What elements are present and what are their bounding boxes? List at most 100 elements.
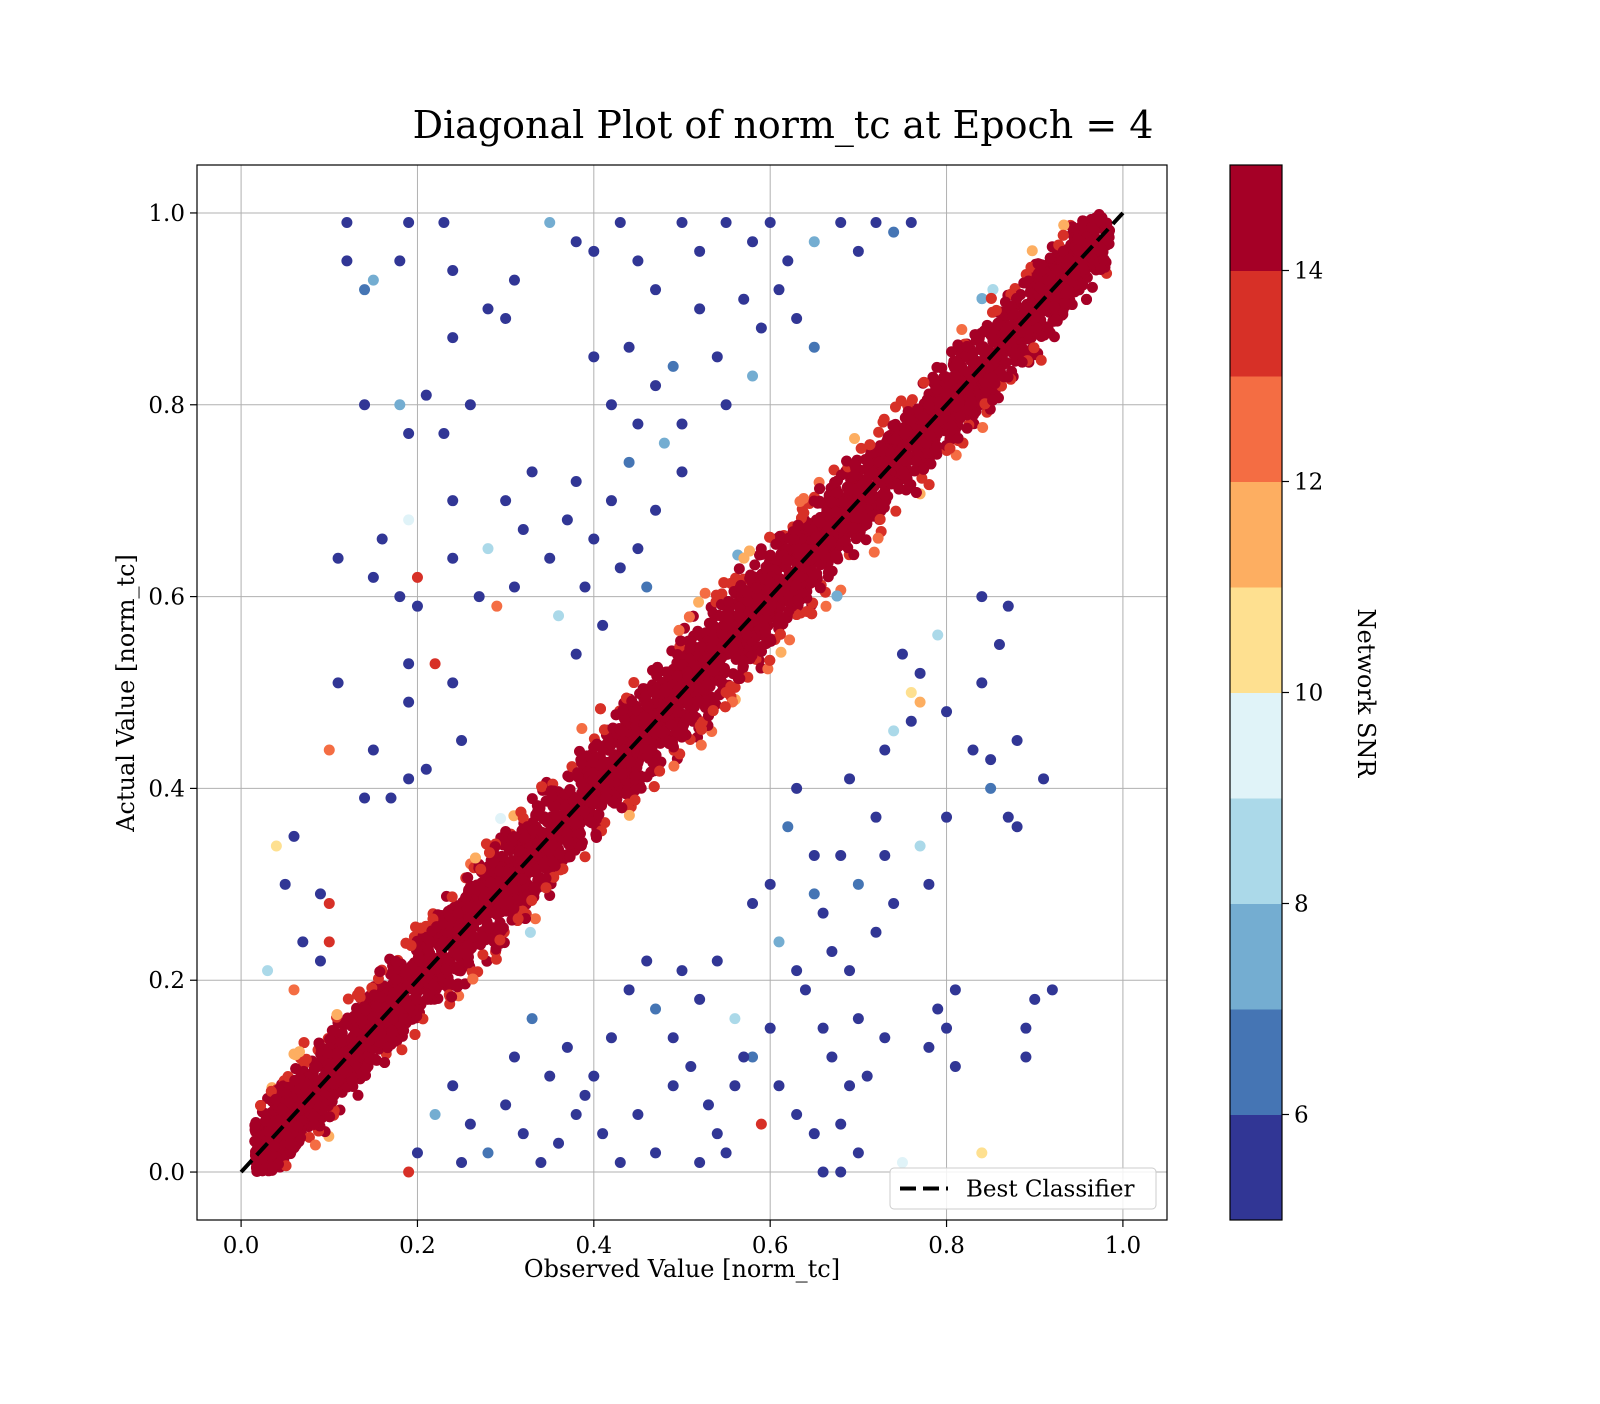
data-point — [749, 559, 760, 570]
data-point — [949, 370, 960, 381]
data-point — [809, 496, 820, 507]
data-point — [987, 333, 998, 344]
data-point — [257, 1165, 268, 1176]
data-point — [310, 1139, 321, 1150]
data-point — [829, 477, 840, 488]
data-point — [628, 677, 639, 688]
data-point — [355, 992, 366, 1003]
data-point — [482, 916, 493, 927]
data-point — [849, 433, 860, 444]
data-point — [867, 467, 878, 478]
data-point — [398, 1025, 409, 1036]
data-point — [1058, 220, 1069, 231]
data-point — [684, 643, 695, 654]
data-point — [440, 964, 451, 975]
data-point — [460, 892, 471, 903]
data-point — [993, 318, 1004, 329]
data-point — [527, 793, 538, 804]
data-point — [536, 781, 547, 792]
data-point — [869, 547, 880, 558]
data-point — [647, 686, 658, 697]
data-point — [692, 696, 703, 707]
data-point — [423, 944, 434, 955]
data-point — [269, 1141, 280, 1152]
data-point — [468, 931, 479, 942]
data-point — [625, 756, 636, 767]
data-point — [565, 851, 576, 862]
data-point — [656, 727, 667, 738]
data-point — [375, 992, 386, 1003]
data-point — [513, 913, 524, 924]
data-point — [343, 993, 354, 1004]
data-point — [986, 293, 997, 304]
data-point — [720, 701, 731, 712]
data-point — [940, 371, 951, 382]
data-point — [477, 949, 488, 960]
data-point — [629, 794, 640, 805]
data-point — [1017, 357, 1028, 368]
data-point — [290, 1063, 301, 1074]
data-point — [532, 806, 543, 817]
data-point — [826, 497, 837, 508]
data-point — [849, 459, 860, 470]
data-point — [530, 913, 541, 924]
data-point — [668, 761, 679, 772]
data-point — [873, 533, 884, 544]
data-point — [692, 626, 703, 637]
data-point — [719, 663, 730, 674]
data-point — [734, 563, 745, 574]
data-point — [579, 806, 590, 817]
data-point — [931, 362, 942, 373]
data-point — [267, 1162, 278, 1173]
data-point — [765, 636, 776, 647]
data-point — [311, 1061, 322, 1072]
data-point — [792, 595, 803, 606]
data-point — [1030, 312, 1041, 323]
data-point — [956, 324, 967, 335]
data-point — [409, 1029, 420, 1040]
data-point — [531, 850, 542, 861]
data-point — [538, 861, 549, 872]
data-point — [723, 596, 734, 607]
data-point — [672, 649, 683, 660]
data-point — [953, 433, 964, 444]
data-point — [347, 1076, 358, 1087]
data-point — [525, 927, 536, 938]
data-point — [852, 512, 863, 523]
data-point — [1050, 314, 1061, 325]
data-point — [898, 467, 909, 478]
data-point — [575, 828, 586, 839]
data-point — [693, 597, 704, 608]
data-point — [1087, 282, 1098, 293]
data-point — [374, 966, 385, 977]
data-point — [702, 679, 713, 690]
data-point — [1036, 355, 1047, 366]
data-point — [684, 611, 695, 622]
data-point — [967, 349, 978, 360]
data-point — [896, 395, 907, 406]
data-point — [674, 625, 685, 636]
data-point — [387, 1027, 398, 1038]
data-point — [873, 427, 884, 438]
data-point — [696, 740, 707, 751]
data-point — [453, 965, 464, 976]
data-point — [707, 643, 718, 654]
data-point — [626, 696, 637, 707]
data-point — [379, 1057, 390, 1068]
data-point — [840, 536, 851, 547]
data-point — [470, 853, 481, 864]
data-point — [979, 326, 990, 337]
data-point — [918, 464, 929, 475]
data-point — [918, 377, 929, 388]
data-point — [890, 506, 901, 517]
data-point — [887, 420, 898, 431]
data-point — [776, 647, 787, 658]
data-point — [360, 1070, 371, 1081]
data-point — [696, 724, 707, 735]
data-point — [1061, 288, 1072, 299]
data-point — [515, 807, 526, 818]
data-point — [905, 415, 916, 426]
data-point — [821, 601, 832, 612]
data-point — [508, 831, 519, 842]
data-point — [360, 1004, 371, 1015]
